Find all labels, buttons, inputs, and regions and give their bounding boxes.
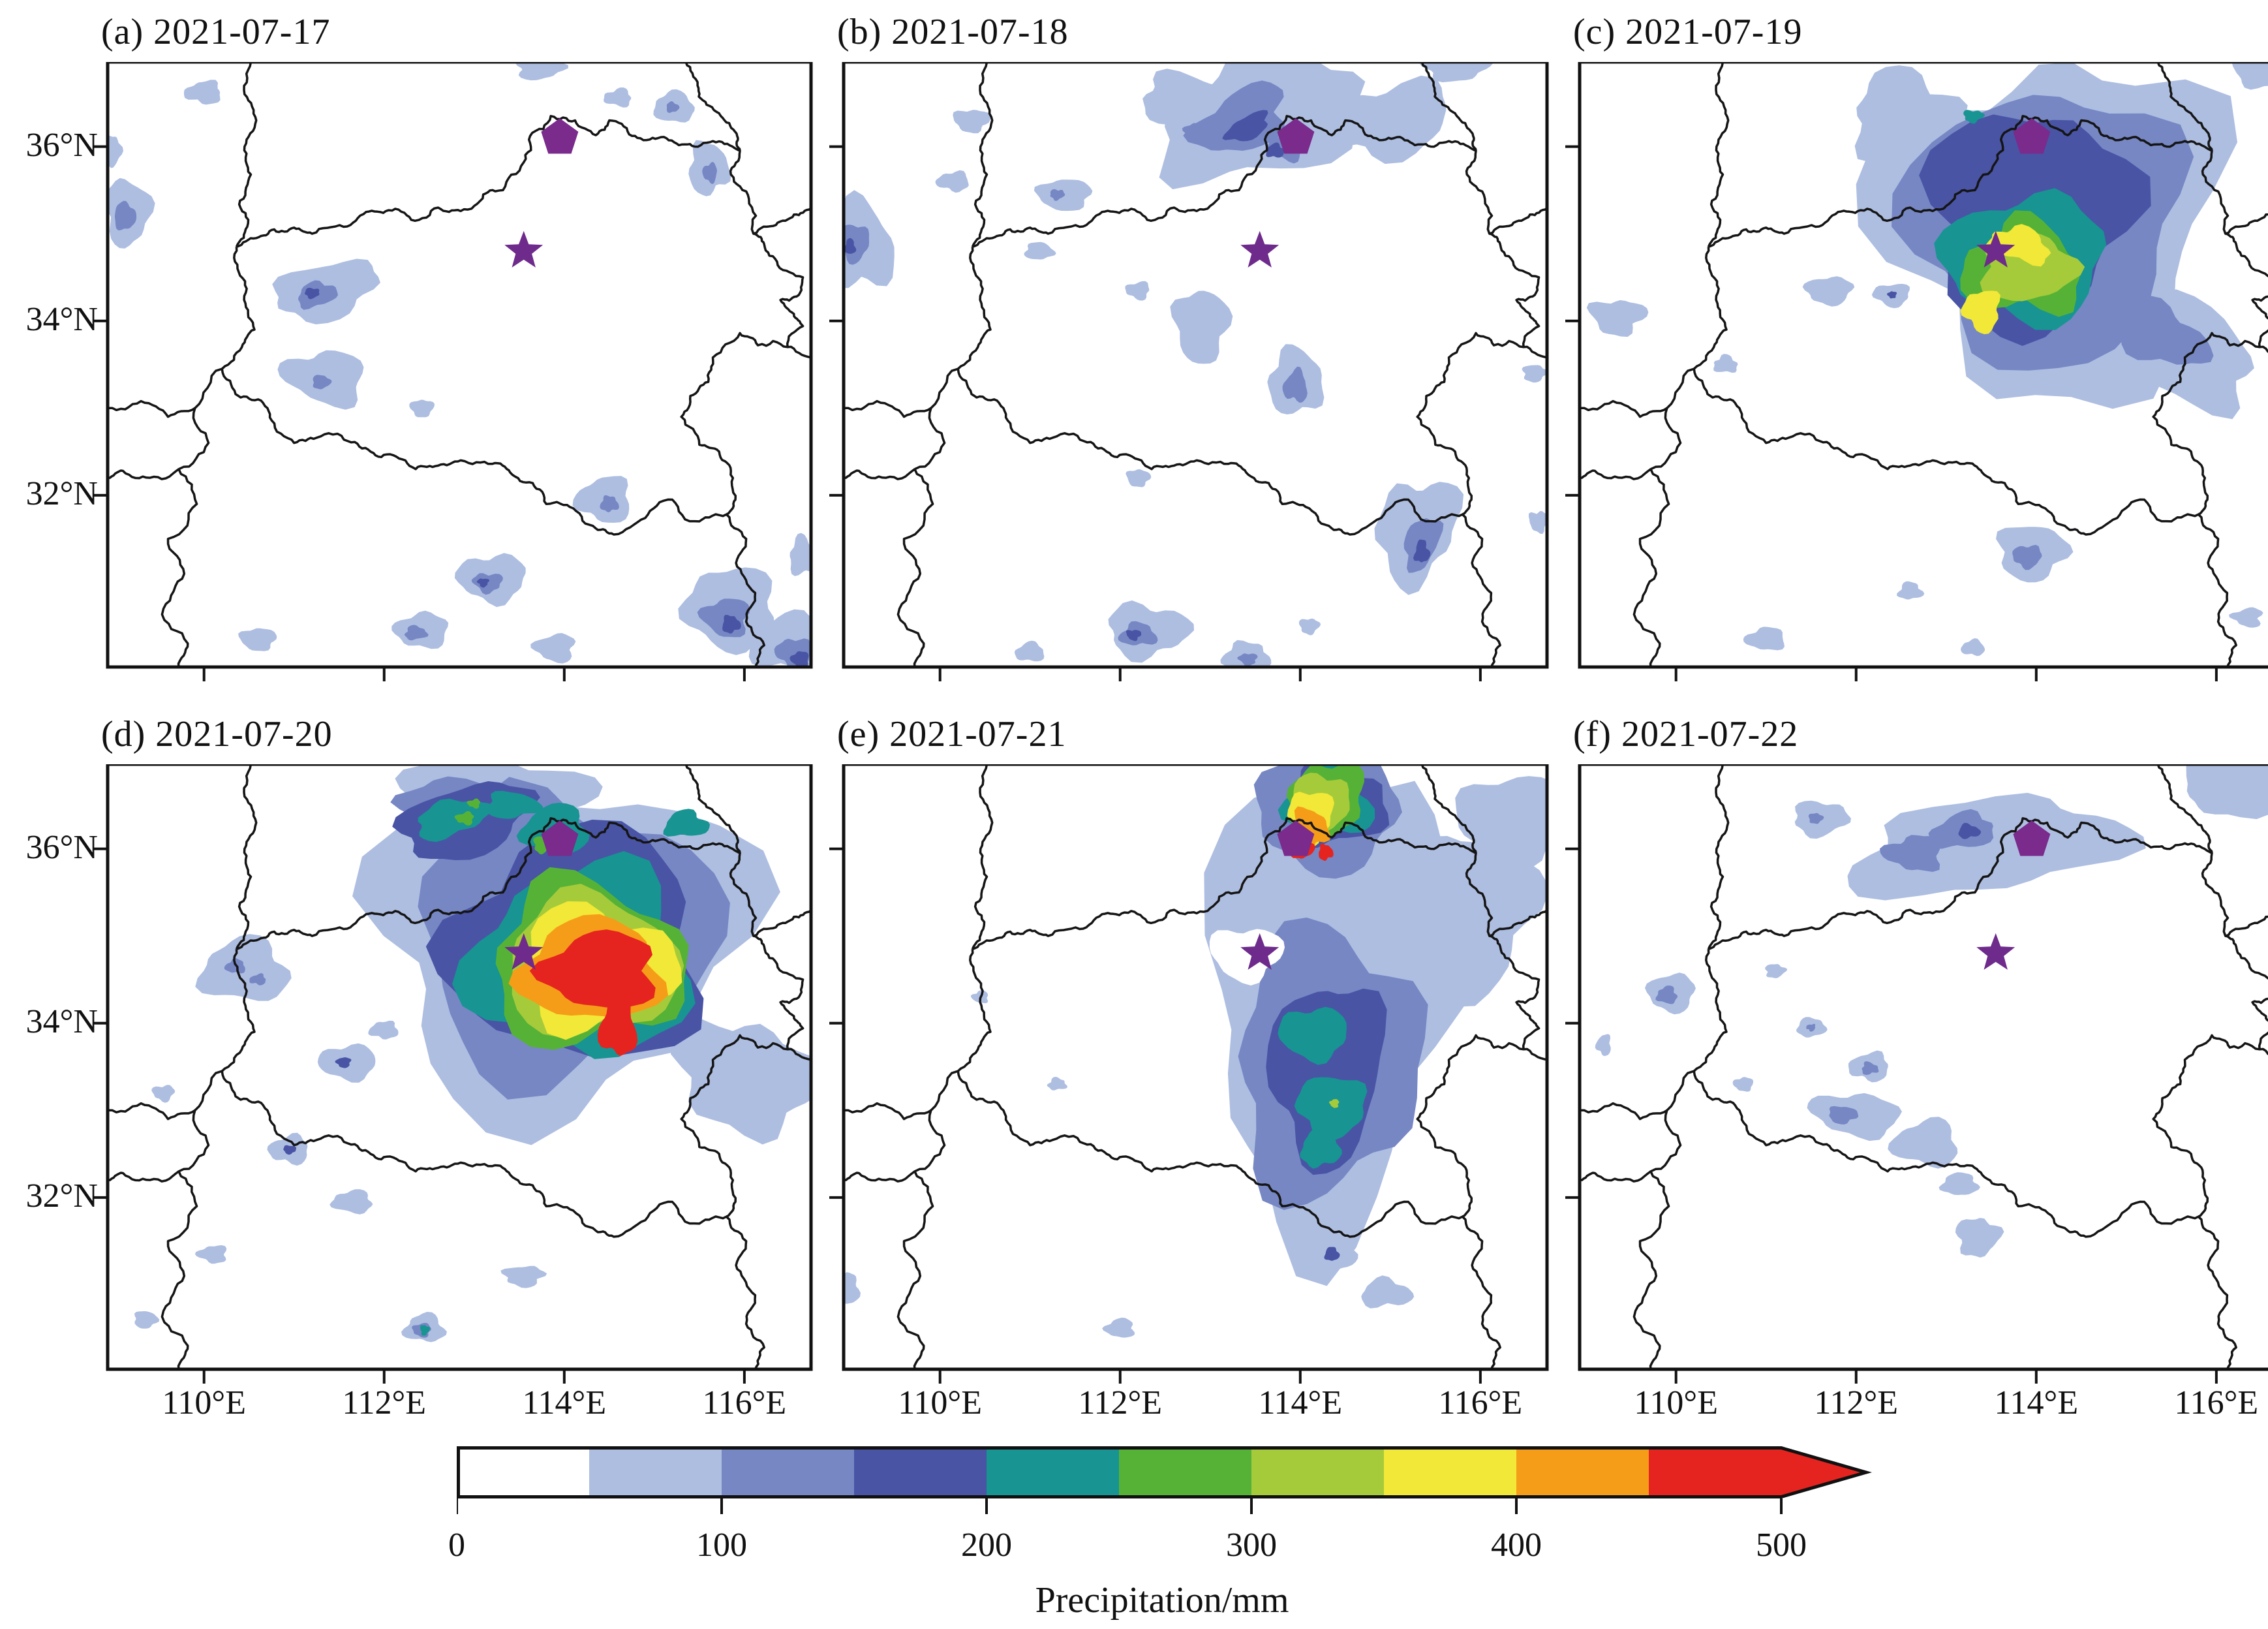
y-axis-label: 34°N	[25, 1002, 98, 1040]
colorbar-ticks	[457, 1498, 1783, 1514]
colorbar-tick-label: 300	[1226, 1527, 1277, 1564]
province-boundaries	[1580, 764, 2268, 1369]
x-axis-label: 112°E	[1078, 1384, 1163, 1421]
x-axis-label: 112°E	[342, 1384, 427, 1421]
colorbar-scale	[457, 1446, 1873, 1514]
axis-ticks	[829, 145, 1482, 681]
panel-map-a	[93, 62, 813, 681]
x-axis-label: 110°E	[898, 1384, 982, 1421]
city-pentagon-marker	[1277, 118, 1315, 154]
panel-title-d: (d) 2021-07-20	[101, 714, 333, 754]
city-star-marker	[1976, 230, 2015, 268]
panel-title-c: (c) 2021-07-19	[1573, 12, 1803, 52]
province-boundaries	[1580, 62, 2268, 667]
panel-map-b	[829, 62, 1549, 681]
precipitation-contours-a	[108, 62, 811, 667]
city-star-marker	[1240, 933, 1280, 970]
x-axis-label: 116°E	[2174, 1384, 2259, 1421]
panel-title-b: (b) 2021-07-18	[837, 12, 1069, 52]
precipitation-contours-b	[844, 62, 1547, 667]
panel-map-f	[1565, 764, 2268, 1384]
city-star-marker	[1240, 230, 1280, 268]
y-axis-label: 34°N	[25, 300, 98, 338]
colorbar-tick-label: 100	[696, 1527, 747, 1564]
x-axis-label: 116°E	[702, 1384, 787, 1421]
axis-ticks	[93, 145, 746, 681]
x-axis-label: 110°E	[162, 1384, 246, 1421]
city-star-marker	[504, 933, 544, 970]
colorbar-title: Precipitation/mm	[1035, 1580, 1289, 1621]
panel-map-c	[1565, 62, 2268, 681]
city-star-marker	[504, 230, 544, 268]
city-pentagon-marker	[541, 118, 579, 154]
province-boundaries	[108, 764, 811, 1369]
x-axis-label: 116°E	[1438, 1384, 1523, 1421]
colorbar-tick-label: 500	[1756, 1527, 1807, 1564]
province-boundaries	[108, 62, 811, 667]
province-boundaries	[844, 62, 1547, 667]
city-pentagon-marker	[2013, 118, 2051, 154]
city-star-marker	[1976, 933, 2015, 970]
panel-title-f: (f) 2021-07-22	[1573, 714, 1799, 754]
colorbar-tick-label: 400	[1491, 1527, 1542, 1564]
axis-ticks	[829, 847, 1482, 1384]
precipitation-contours-d	[134, 764, 811, 1342]
province-boundaries	[844, 764, 1547, 1369]
y-axis-label: 32°N	[25, 1177, 98, 1215]
x-axis-label: 114°E	[1994, 1384, 2079, 1421]
colorbar-tick-label: 200	[961, 1527, 1012, 1564]
y-axis-label: 36°N	[25, 828, 98, 866]
x-axis-label: 114°E	[522, 1384, 607, 1421]
y-axis-label: 36°N	[25, 126, 98, 164]
precipitation-contours-f	[1595, 764, 2268, 1258]
x-axis-label: 110°E	[1634, 1384, 1718, 1421]
city-pentagon-marker	[1277, 820, 1315, 856]
x-axis-label: 114°E	[1258, 1384, 1343, 1421]
panel-title-a: (a) 2021-07-17	[101, 12, 331, 52]
x-axis-label: 112°E	[1814, 1384, 1899, 1421]
axis-ticks	[1565, 847, 2218, 1384]
panel-map-d	[93, 764, 813, 1384]
axis-ticks	[1565, 145, 2218, 681]
city-pentagon-marker	[2013, 820, 2051, 856]
colorbar-tick-label: 0	[448, 1527, 465, 1564]
y-axis-label: 32°N	[25, 474, 98, 512]
panel-map-e	[829, 764, 1549, 1384]
precipitation-contours-c	[1586, 62, 2268, 657]
axis-ticks	[93, 847, 746, 1384]
city-pentagon-marker	[541, 820, 579, 856]
panel-title-e: (e) 2021-07-21	[837, 714, 1067, 754]
